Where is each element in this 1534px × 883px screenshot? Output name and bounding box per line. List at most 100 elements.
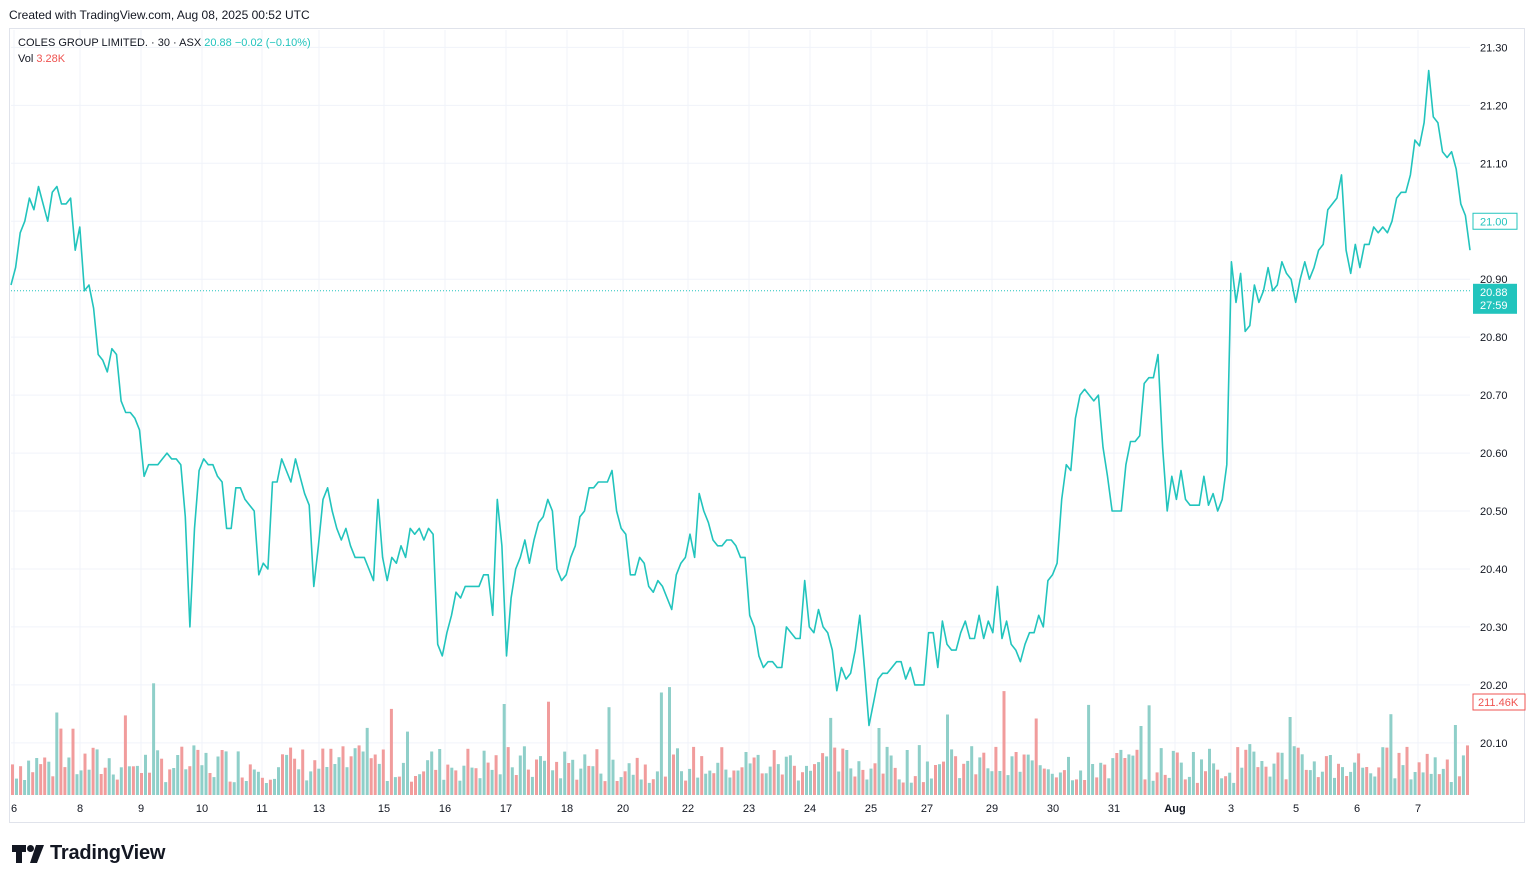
volume-bar xyxy=(1300,754,1304,795)
volume-bar xyxy=(1240,767,1244,795)
volume-bar xyxy=(361,751,365,795)
volume-bar xyxy=(1292,746,1296,795)
volume-bar xyxy=(1127,754,1131,795)
volume-bar xyxy=(1324,756,1328,795)
volume-bar xyxy=(938,764,941,795)
volume-bar xyxy=(1461,755,1465,795)
volume-bar xyxy=(1373,776,1377,795)
volume-bar xyxy=(506,747,510,795)
volume-bar xyxy=(772,750,776,795)
volume-bar xyxy=(647,782,651,795)
volume-bar xyxy=(446,764,450,795)
volume-bar xyxy=(389,708,393,795)
volume-bar xyxy=(1087,704,1091,795)
volume-bar xyxy=(1224,776,1228,795)
volume-bar xyxy=(224,751,228,795)
volume-bar xyxy=(796,780,800,795)
volume-bar xyxy=(264,783,268,795)
volume-bar xyxy=(809,770,812,795)
volume-bar xyxy=(1232,782,1236,795)
volume-bar xyxy=(131,766,135,795)
volume-bar xyxy=(1312,761,1316,795)
volume-bar xyxy=(970,746,974,795)
volume-bar xyxy=(813,764,816,795)
volume-bar xyxy=(410,781,413,795)
x-tick-label: 30 xyxy=(1047,803,1059,815)
volume-bar xyxy=(228,781,232,795)
volume-bar xyxy=(144,754,147,795)
volume-bar xyxy=(277,767,280,795)
volume-bar xyxy=(881,773,885,795)
volume-bar xyxy=(925,761,929,795)
volume-bar xyxy=(1200,759,1203,795)
volume-bar xyxy=(317,768,321,795)
volume-bar xyxy=(526,769,530,795)
volume-bar xyxy=(216,756,220,795)
volume-bar xyxy=(325,767,329,795)
volume-bar xyxy=(438,749,442,795)
volume-bar xyxy=(539,756,542,795)
volume-bar xyxy=(71,728,75,795)
volume-bar xyxy=(1417,762,1421,795)
volume-bar xyxy=(877,728,881,795)
volume-bar xyxy=(111,774,115,795)
volume-bar xyxy=(1018,771,1022,795)
volume-bar xyxy=(522,746,526,795)
volume-bar xyxy=(849,768,853,795)
y-tick-label: 20.50 xyxy=(1480,506,1508,518)
volume-bar xyxy=(1147,705,1151,795)
volume-bar xyxy=(998,771,1002,795)
volume-bar xyxy=(535,759,538,795)
x-tick-label: 17 xyxy=(500,803,512,815)
volume-bar xyxy=(668,687,671,795)
volume-bar xyxy=(865,779,869,795)
volume-bar xyxy=(309,771,313,795)
x-tick-label: 9 xyxy=(138,803,144,815)
x-tick-label: 6 xyxy=(1354,803,1360,815)
volume-bar xyxy=(1377,767,1381,795)
tradingview-logo[interactable]: TradingView xyxy=(12,842,165,865)
volume-bar xyxy=(1095,777,1099,795)
volume-bar xyxy=(107,758,111,795)
volume-bar xyxy=(1099,762,1103,795)
volume-bar xyxy=(756,754,760,795)
volume-bar xyxy=(156,750,160,795)
volume-bar xyxy=(1260,761,1264,795)
volume-bar xyxy=(196,749,200,795)
volume-bar xyxy=(1244,749,1248,795)
volume-bar xyxy=(663,776,667,795)
volume-bar xyxy=(768,766,772,795)
volume-bar xyxy=(59,728,63,795)
volume-bar xyxy=(909,782,913,795)
price-line xyxy=(10,69,1471,727)
volume-bar xyxy=(115,779,119,795)
volume-bar xyxy=(1075,779,1078,795)
volume-bar xyxy=(1316,777,1320,795)
volume-bar xyxy=(1030,760,1034,795)
y-tick-label: 21.10 xyxy=(1480,158,1508,170)
volume-bar xyxy=(1079,770,1083,795)
volume-bar xyxy=(365,727,369,795)
price-change: −0.02 (−0.10%) xyxy=(234,37,311,49)
volume-bar xyxy=(784,756,788,795)
volume-bar xyxy=(615,781,619,795)
volume-bar xyxy=(672,754,675,795)
volume-bar xyxy=(321,748,325,795)
volume-bar xyxy=(853,776,857,795)
volume-bar xyxy=(551,770,555,795)
volume-bar xyxy=(434,769,438,795)
x-tick-label: Aug xyxy=(1164,803,1185,815)
chart-frame xyxy=(9,28,1525,823)
volume-bar xyxy=(929,778,933,795)
volume-bar xyxy=(79,770,83,795)
x-tick-label: 10 xyxy=(196,803,208,815)
volume-bar xyxy=(99,774,103,795)
x-tick-label: 23 xyxy=(743,803,755,815)
volume-bar xyxy=(684,780,688,795)
volume-bar xyxy=(1131,755,1135,795)
volume-bar xyxy=(1058,772,1062,795)
volume-bar xyxy=(1421,772,1425,795)
x-tick-label: 7 xyxy=(1415,803,1421,815)
volume-bar xyxy=(1010,756,1014,795)
